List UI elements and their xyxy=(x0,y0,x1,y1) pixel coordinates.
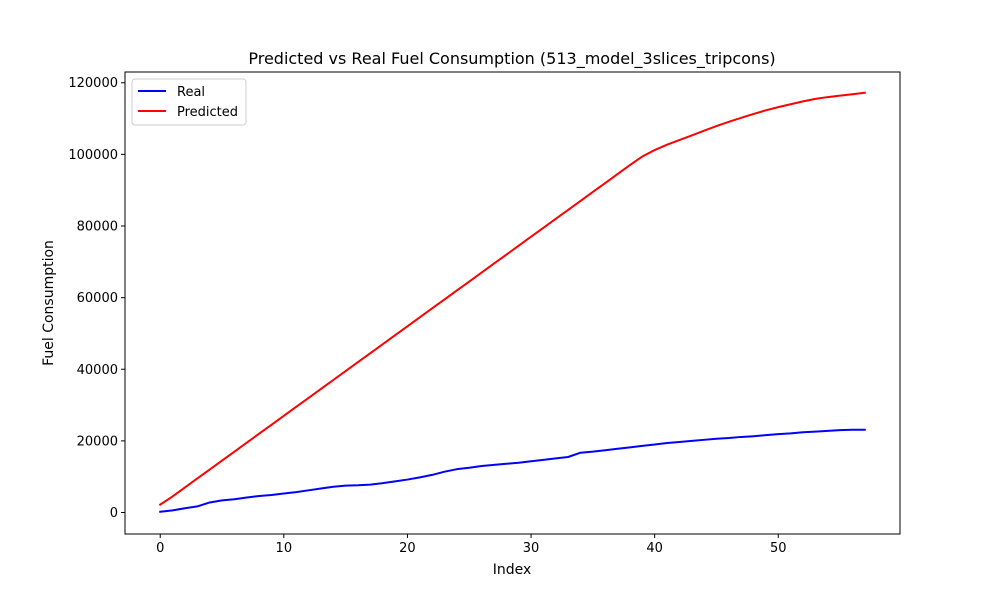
x-axis-ticks: 0 10 20 30 40 50 xyxy=(156,534,787,556)
x-tick-label: 40 xyxy=(646,541,663,556)
legend-label-predicted: Predicted xyxy=(177,105,238,120)
plot-area xyxy=(124,71,901,535)
x-tick-label: 10 xyxy=(276,541,293,556)
y-tick-label: 80000 xyxy=(77,220,118,235)
y-tick-label: 100000 xyxy=(68,148,118,163)
x-tick-label: 30 xyxy=(523,541,540,556)
series-line-real xyxy=(159,428,866,513)
y-tick-label: 60000 xyxy=(77,291,118,306)
x-axis-label: Index xyxy=(493,562,532,578)
legend: Real Predicted xyxy=(131,78,247,126)
chart-title: Predicted vs Real Fuel Consumption (513_… xyxy=(248,49,775,69)
x-tick-label: 50 xyxy=(770,541,787,556)
y-tick-label: 0 xyxy=(110,506,118,521)
y-axis-label: Fuel Consumption xyxy=(41,240,57,366)
series-line-predicted xyxy=(158,91,866,507)
x-tick-label: 20 xyxy=(399,541,416,556)
y-axis-ticks: 0 20000 40000 60000 80000 100000 120000 xyxy=(68,76,125,521)
legend-label-real: Real xyxy=(177,85,205,100)
x-tick-label: 0 xyxy=(156,541,164,556)
series-lines xyxy=(158,91,866,513)
y-tick-label: 20000 xyxy=(77,434,118,449)
y-tick-label: 40000 xyxy=(77,363,118,378)
y-tick-label: 120000 xyxy=(68,76,118,91)
